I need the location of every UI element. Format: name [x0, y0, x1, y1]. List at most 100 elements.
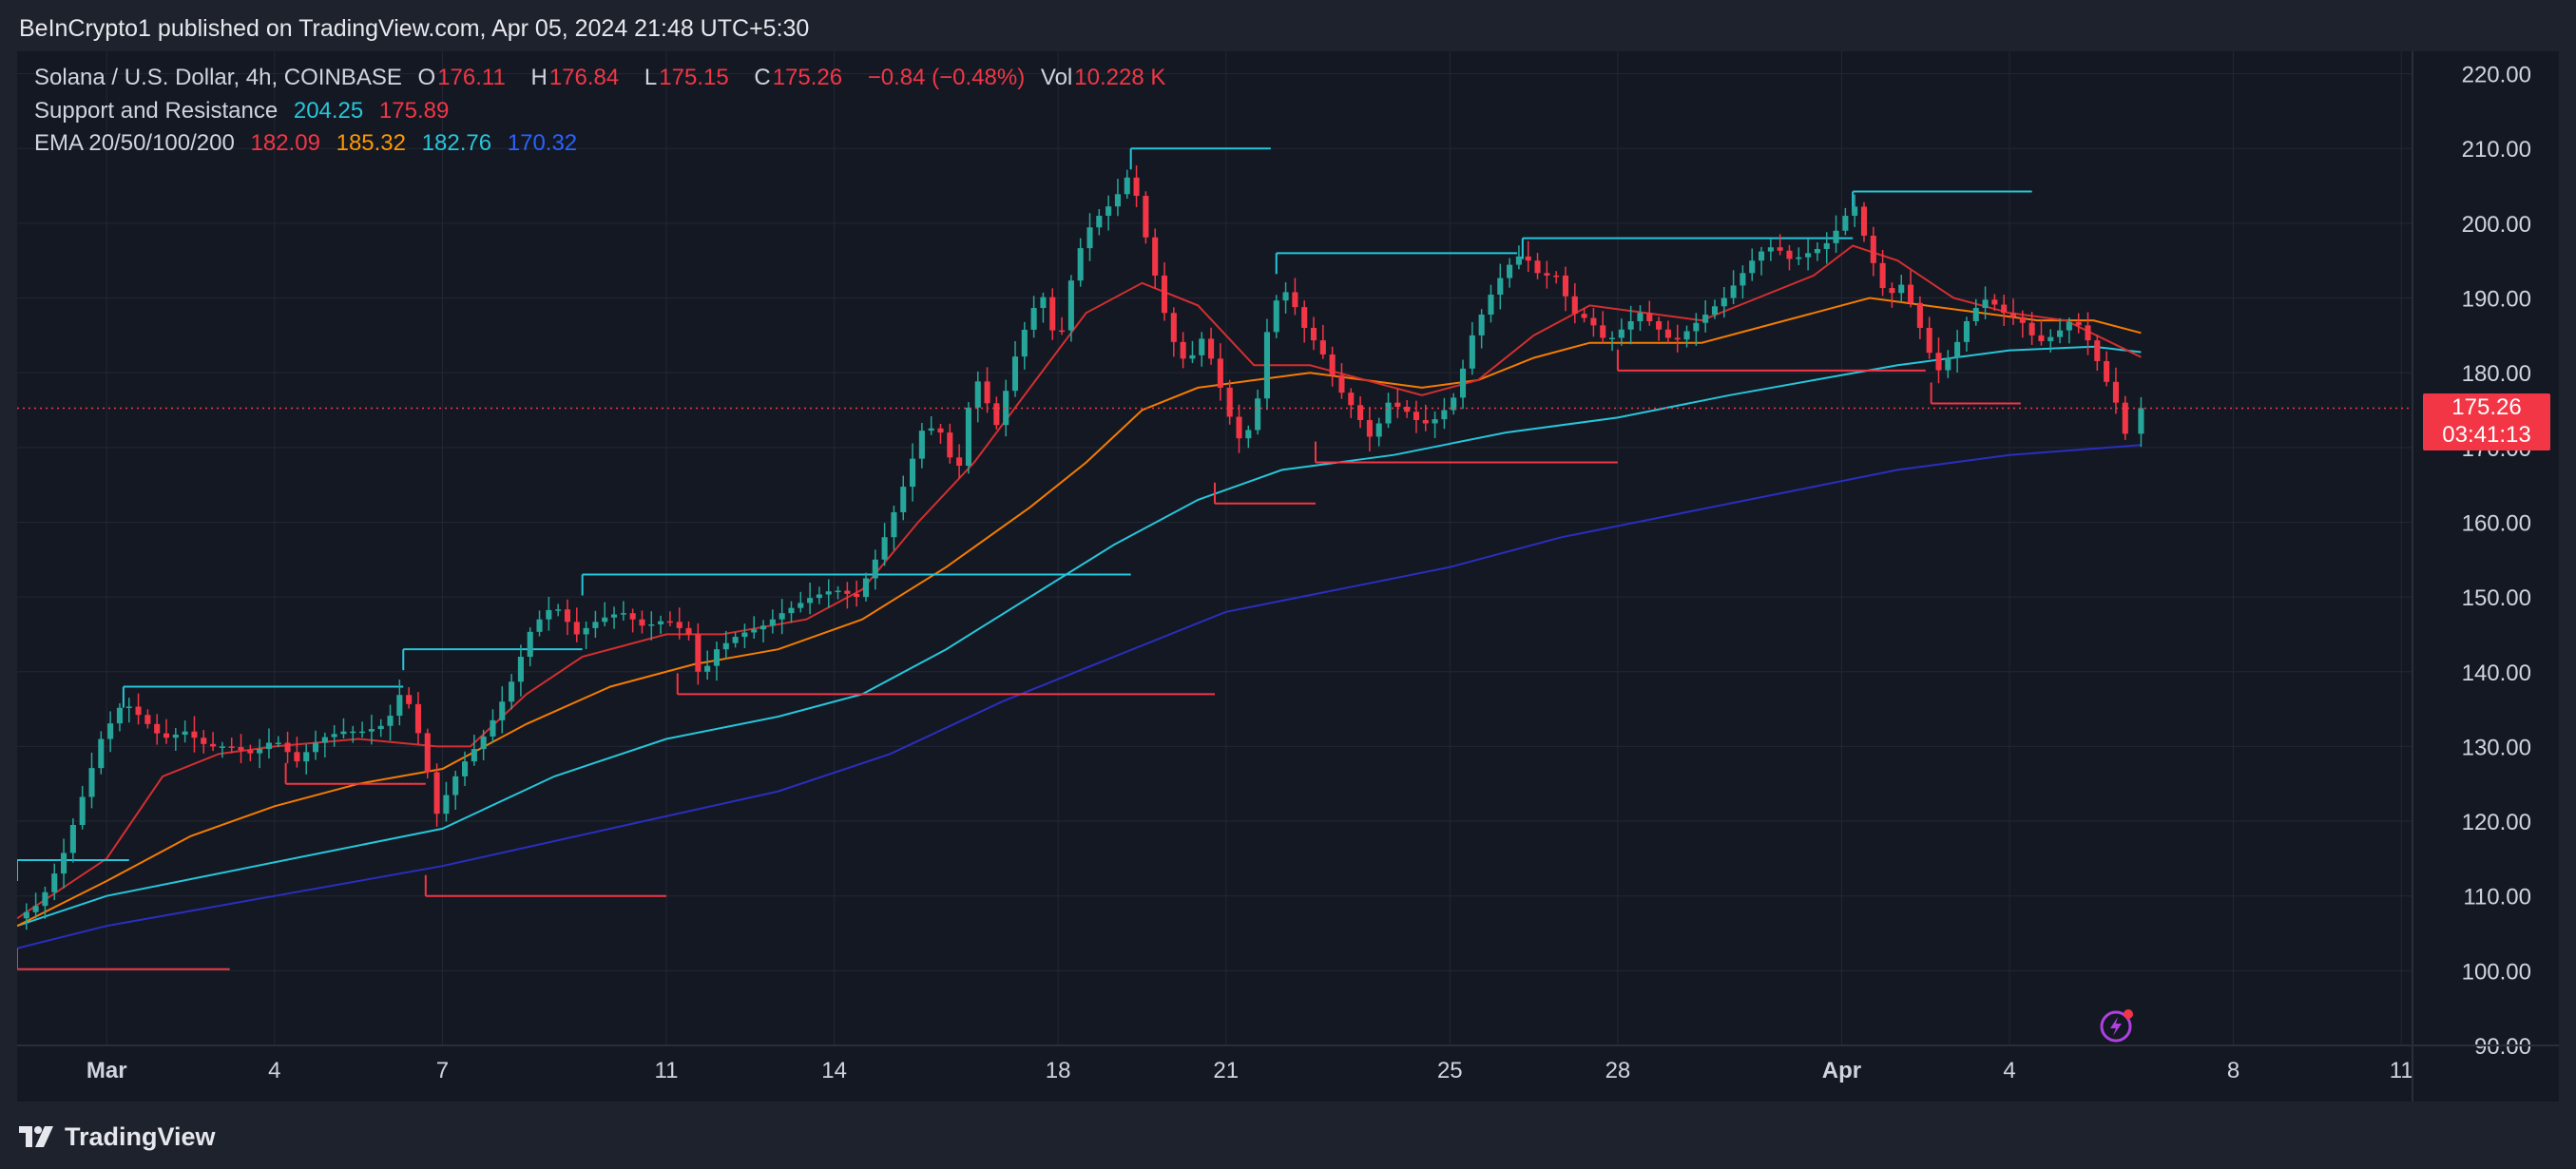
candle-body	[51, 873, 58, 892]
candle-body	[779, 613, 785, 620]
candle-body	[2094, 340, 2101, 361]
candle-body	[1600, 325, 1606, 338]
candle-body	[1926, 327, 1932, 354]
candle-body	[1030, 308, 1037, 330]
candle-body	[1693, 322, 1700, 332]
candle-body	[1581, 314, 1587, 318]
candle-body	[881, 537, 888, 560]
candle-body	[284, 742, 291, 753]
candle-body	[1040, 297, 1047, 309]
candle-body	[732, 637, 739, 643]
candle-body	[713, 649, 721, 666]
candle-body	[1749, 260, 1756, 274]
lightning-icon[interactable]	[2099, 1007, 2135, 1044]
candle-body	[666, 621, 673, 623]
candle-body	[1730, 285, 1737, 298]
candle-body	[1124, 177, 1130, 195]
candle-body	[61, 853, 67, 874]
candle-body	[1618, 329, 1624, 338]
y-tick-label: 90.00	[2474, 1034, 2531, 1060]
candle-body	[1683, 331, 1690, 340]
candle-body	[1721, 297, 1727, 307]
candle-body	[424, 733, 431, 773]
candle-body	[610, 614, 618, 618]
candle-body	[2075, 321, 2082, 326]
candle-body	[1077, 248, 1084, 281]
candle-body	[98, 738, 105, 769]
candle-body	[359, 731, 366, 734]
candle-body	[835, 590, 841, 593]
candle-body	[1059, 330, 1066, 333]
x-tick-label: 14	[821, 1058, 847, 1083]
sr-resistance-value: 204.25	[293, 98, 364, 124]
candle-body	[1870, 235, 1876, 263]
candle-body	[396, 695, 403, 717]
candle-body	[191, 731, 198, 738]
candle-body	[1590, 317, 1597, 326]
candle-body	[1759, 251, 1765, 261]
candle-body	[1394, 402, 1401, 408]
candle-body	[648, 623, 655, 626]
candle-body	[172, 734, 179, 738]
x-tick-label: 25	[1437, 1058, 1463, 1083]
candle-body	[2057, 330, 2064, 337]
open-label: O	[417, 65, 436, 90]
candle-body	[1282, 292, 1289, 301]
candle-body	[1674, 337, 1681, 340]
candle-body	[1404, 407, 1411, 412]
y-tick-label: 160.00	[2462, 510, 2531, 536]
ema50-value: 185.32	[336, 130, 406, 156]
candle-body	[798, 603, 804, 608]
candle-body	[1571, 296, 1578, 315]
candle-body	[1646, 313, 1653, 322]
candle-body	[1972, 308, 1979, 322]
candle-body	[265, 742, 272, 750]
sr-legend[interactable]: Support and Resistance 204.25 175.89	[34, 98, 458, 125]
candle-body	[42, 891, 48, 907]
candle-body	[331, 734, 337, 738]
candle-body	[1553, 275, 1560, 278]
volume-value: 10.228 K	[1074, 65, 1166, 90]
candle-body	[1908, 284, 1914, 303]
candle-body	[294, 752, 300, 762]
candle-body	[1740, 273, 1746, 286]
candle-body	[406, 695, 413, 704]
candle-body	[1422, 419, 1429, 424]
x-tick-label: 4	[2003, 1058, 2015, 1083]
candle-body	[620, 613, 626, 615]
candle-body	[1226, 387, 1233, 417]
candle-body	[1497, 278, 1504, 296]
candle-body	[1319, 340, 1326, 355]
chart-area[interactable]: 90.00 100.00 110.00 120.00 130.00 140.00 150.0…	[17, 51, 2559, 1102]
y-tick-label: 200.00	[2462, 212, 2531, 238]
candle-body	[1525, 256, 1531, 261]
candle-body	[1301, 307, 1308, 328]
candle-body	[937, 428, 944, 433]
x-tick-label: 11	[655, 1058, 679, 1083]
price-chart[interactable]: 90.00 100.00 110.00 120.00 130.00 140.00 150.0…	[17, 51, 2559, 1102]
change-value: −0.84 (−0.48%)	[867, 65, 1026, 90]
candle-body	[1413, 412, 1420, 420]
x-tick-label: 7	[436, 1058, 449, 1083]
brand-name: TradingView	[65, 1121, 216, 1151]
candle-body	[452, 776, 459, 795]
candle-body	[1375, 423, 1382, 437]
symbol-legend[interactable]: Solana / U.S. Dollar, 4h, COINBASE O176.…	[34, 65, 1184, 91]
publisher-bar: BeInCrypto1 published on TradingView.com…	[0, 0, 2576, 51]
candle-body	[509, 681, 515, 702]
candle-body	[1067, 280, 1074, 331]
volume-label: Vol	[1040, 65, 1073, 90]
x-tick-label: Mar	[87, 1058, 127, 1083]
candle-body	[368, 729, 375, 732]
bar-countdown: 03:41:13	[2442, 422, 2531, 448]
candle-body	[79, 796, 86, 825]
candle-body	[695, 634, 702, 672]
ema-legend[interactable]: EMA 20/50/100/200 182.09 185.32 182.76 1…	[34, 130, 586, 157]
candle-body	[443, 795, 450, 814]
tradingview-brand[interactable]: TradingView	[19, 1121, 216, 1152]
candle-body	[602, 617, 608, 623]
candle-body	[23, 911, 29, 919]
last-price-tag: 175.26 03:41:13	[2423, 393, 2550, 450]
last-price: 175.26	[2451, 394, 2522, 420]
candle-body	[1488, 295, 1494, 316]
